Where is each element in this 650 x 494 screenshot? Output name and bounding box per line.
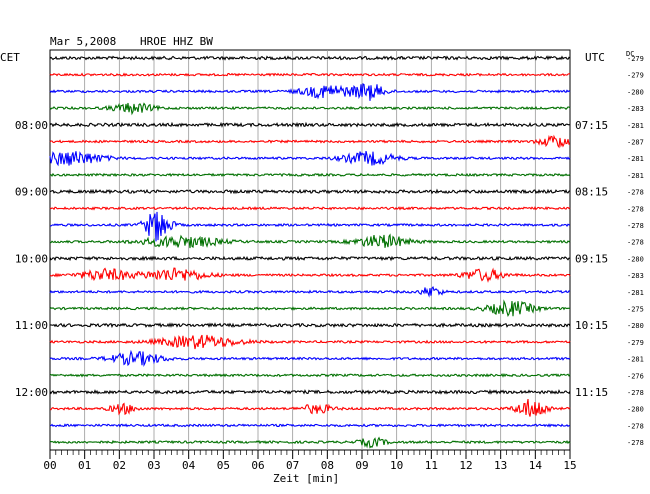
- left-timezone: CET: [0, 51, 20, 64]
- header-station: HROE HHZ BW: [140, 35, 213, 48]
- dc-offset-label: -278: [627, 189, 644, 197]
- dc-offset-label: -281: [627, 172, 644, 180]
- dc-label: DC: [626, 50, 634, 58]
- seismic-trace: [49, 334, 571, 350]
- x-tick-label: 09: [355, 459, 368, 472]
- seismic-trace: [49, 102, 571, 116]
- x-tick-label: 02: [113, 459, 126, 472]
- left-hour-label: 12:00: [15, 386, 48, 399]
- plot-grid: [49, 49, 571, 459]
- dc-offset-label: -287: [627, 139, 644, 147]
- dc-offset-label: -279: [627, 55, 644, 63]
- seismic-trace: [49, 205, 571, 211]
- dc-offset-label: -281: [627, 356, 644, 364]
- seismic-trace: [49, 55, 571, 61]
- seismic-trace: [50, 372, 571, 378]
- header-date: Mar 5,2008: [50, 35, 116, 48]
- left-hour-label: 11:00: [15, 319, 48, 332]
- x-tick-label: 11: [425, 459, 438, 472]
- x-tick-label: 01: [78, 459, 91, 472]
- seismic-trace: [49, 389, 571, 395]
- dc-offset-label: -280: [627, 322, 644, 330]
- x-tick-label: 04: [182, 459, 196, 472]
- dc-offset-label: -278: [627, 389, 644, 397]
- dc-offset-label: -280: [627, 88, 644, 96]
- dc-offset-label: -278: [627, 422, 644, 430]
- seismic-trace: [49, 134, 570, 149]
- x-tick-label: 03: [147, 459, 160, 472]
- seismic-trace: [49, 72, 570, 77]
- left-hour-label: 09:00: [15, 186, 48, 199]
- seismic-trace: [50, 211, 570, 242]
- chart-labels: 00 01 02 03 04 05 06 07 08 09 10 11 12 13 14 15 -279 -279…: [15, 55, 644, 472]
- seismic-trace: [49, 150, 571, 167]
- x-axis-label: Zeit [min]: [273, 472, 339, 485]
- seismic-trace: [49, 436, 571, 449]
- x-tick-label: 13: [494, 459, 507, 472]
- dc-offset-label: -278: [627, 239, 644, 247]
- dc-offset-label: -281: [627, 122, 644, 130]
- left-hour-label: 08:00: [15, 119, 48, 132]
- right-hour-label: 09:15: [575, 252, 608, 265]
- x-tick-label: 08: [321, 459, 334, 472]
- x-tick-label: 15: [563, 459, 576, 472]
- dc-offset-label: -279: [627, 339, 644, 347]
- x-tick-label: 12: [459, 459, 472, 472]
- seismic-trace: [49, 255, 571, 262]
- seismic-trace: [49, 233, 571, 249]
- dc-offset-label: -283: [627, 105, 644, 113]
- right-hour-label: 07:15: [575, 119, 608, 132]
- x-tick-label: 00: [43, 459, 56, 472]
- seismic-trace: [49, 299, 571, 317]
- dc-offset-label: -279: [627, 72, 644, 80]
- seismic-trace: [49, 121, 571, 128]
- dc-offset-label: -280: [627, 255, 644, 263]
- right-hour-label: 11:15: [575, 386, 608, 399]
- seismic-trace: [49, 267, 571, 283]
- right-hour-label: 08:15: [575, 186, 608, 199]
- right-timezone: UTC: [585, 51, 605, 64]
- dc-offset-label: -281: [627, 155, 644, 163]
- plot-frame: [49, 49, 571, 451]
- seismic-trace: [49, 349, 571, 367]
- dc-offset-label: -280: [627, 406, 644, 414]
- x-tick-label: 10: [390, 459, 403, 472]
- dc-offset-label: -278: [627, 439, 644, 447]
- dc-offset-label: -283: [627, 272, 644, 280]
- x-tick-label: 06: [251, 459, 264, 472]
- seismic-traces: [49, 55, 571, 449]
- left-hour-label: 10:00: [15, 252, 48, 265]
- x-tick-label: 14: [529, 459, 543, 472]
- seismic-trace: [49, 423, 571, 428]
- seismic-trace: [49, 399, 571, 417]
- right-hour-label: 10:15: [575, 319, 608, 332]
- seismic-trace: [49, 172, 571, 178]
- dc-offset-label: -278: [627, 205, 644, 213]
- dc-offset-label: -276: [627, 372, 644, 380]
- seismic-trace: [49, 83, 571, 101]
- dc-offset-label: -281: [627, 289, 644, 297]
- x-tick-label: 05: [217, 459, 230, 472]
- x-tick-label: 07: [286, 459, 299, 472]
- seismic-trace: [49, 322, 571, 329]
- dc-offset-label: -278: [627, 222, 644, 230]
- seismic-trace: [49, 188, 571, 195]
- dc-offset-label: -275: [627, 306, 644, 314]
- seismic-trace: [49, 286, 571, 298]
